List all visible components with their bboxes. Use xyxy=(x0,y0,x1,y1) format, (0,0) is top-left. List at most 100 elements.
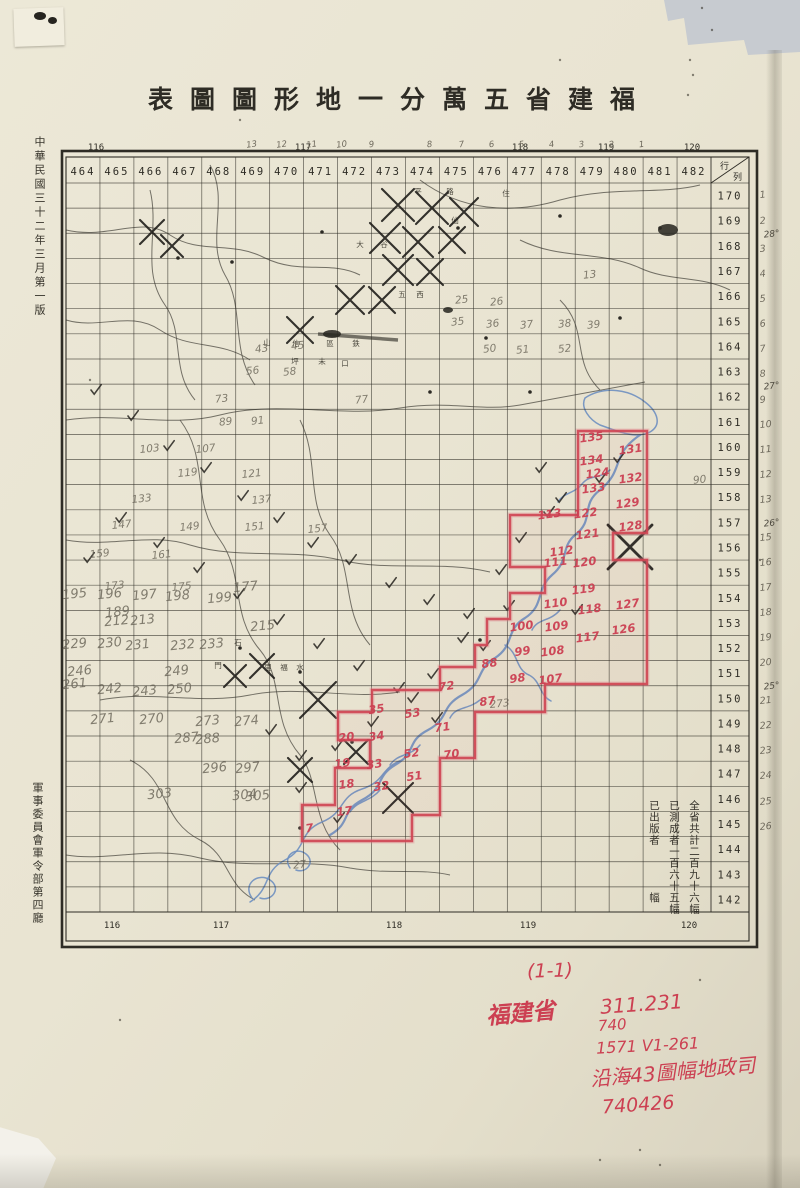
svg-text:谷: 谷 xyxy=(380,240,388,249)
svg-text:133: 133 xyxy=(131,492,152,506)
svg-text:132: 132 xyxy=(618,469,644,486)
svg-text:482: 482 xyxy=(682,166,707,178)
svg-text:471: 471 xyxy=(308,166,333,178)
svg-text:17: 17 xyxy=(759,582,772,594)
svg-text:168: 168 xyxy=(718,241,743,253)
svg-text:233: 233 xyxy=(199,636,225,654)
svg-text:137: 137 xyxy=(251,493,273,507)
svg-text:口: 口 xyxy=(341,359,349,368)
svg-text:西: 西 xyxy=(416,290,424,299)
svg-text:303: 303 xyxy=(147,786,173,804)
svg-text:175: 175 xyxy=(171,580,193,594)
svg-text:134: 134 xyxy=(579,451,605,468)
svg-text:117: 117 xyxy=(213,921,229,931)
svg-text:20: 20 xyxy=(338,729,356,745)
svg-text:287: 287 xyxy=(174,730,201,748)
svg-text:77: 77 xyxy=(354,393,369,406)
svg-text:43: 43 xyxy=(254,342,269,355)
svg-text:288: 288 xyxy=(195,731,221,749)
svg-text:35: 35 xyxy=(368,701,386,717)
svg-text:153: 153 xyxy=(718,618,743,630)
svg-text:7: 7 xyxy=(759,343,766,355)
svg-text:28°: 28° xyxy=(763,229,780,241)
svg-text:12: 12 xyxy=(759,469,772,481)
svg-text:154: 154 xyxy=(718,593,743,605)
svg-text:坪: 坪 xyxy=(291,357,299,366)
edition-note: 中華民國三十二年三月第一版 xyxy=(33,136,45,318)
svg-text:未: 未 xyxy=(318,356,326,366)
svg-text:468: 468 xyxy=(206,166,231,178)
svg-text:38: 38 xyxy=(557,317,572,330)
svg-text:19: 19 xyxy=(334,755,352,771)
svg-text:50: 50 xyxy=(482,342,497,355)
svg-text:26°: 26° xyxy=(763,518,780,530)
svg-text:149: 149 xyxy=(179,520,201,534)
svg-text:472: 472 xyxy=(342,166,367,178)
stat-surveyed-sheets: 已測成者一百六十五幅 xyxy=(668,800,679,915)
svg-text:6: 6 xyxy=(759,318,766,330)
svg-text:121: 121 xyxy=(241,467,262,481)
svg-text:23: 23 xyxy=(759,745,772,757)
svg-text:12: 12 xyxy=(276,139,288,150)
svg-text:路: 路 xyxy=(446,186,454,196)
svg-text:113: 113 xyxy=(537,505,563,522)
svg-text:108: 108 xyxy=(540,642,566,659)
svg-text:2: 2 xyxy=(608,140,615,151)
svg-text:157: 157 xyxy=(307,522,329,536)
svg-text:16: 16 xyxy=(759,557,772,569)
svg-text:215: 215 xyxy=(250,618,276,636)
svg-text:平: 平 xyxy=(414,187,422,196)
svg-text:243: 243 xyxy=(132,683,158,701)
svg-text:470: 470 xyxy=(274,166,299,178)
svg-text:474: 474 xyxy=(410,166,435,178)
svg-text:213: 213 xyxy=(130,612,156,630)
svg-text:142: 142 xyxy=(718,894,743,906)
svg-text:159: 159 xyxy=(89,547,111,561)
svg-text:39: 39 xyxy=(586,318,601,331)
svg-text:36: 36 xyxy=(485,317,500,330)
svg-text:8: 8 xyxy=(426,140,433,151)
svg-text:124: 124 xyxy=(585,464,611,481)
svg-text:162: 162 xyxy=(718,392,743,404)
svg-text:區: 區 xyxy=(326,339,334,348)
svg-text:480: 480 xyxy=(614,166,639,178)
svg-text:8: 8 xyxy=(759,368,766,380)
svg-text:107: 107 xyxy=(195,442,217,456)
svg-text:98: 98 xyxy=(509,670,527,686)
svg-text:4: 4 xyxy=(548,140,555,151)
svg-text:100: 100 xyxy=(509,617,535,634)
stat-published-sheets: 已出版者 幅 xyxy=(648,800,659,904)
svg-text:91: 91 xyxy=(250,414,265,427)
svg-text:274: 274 xyxy=(234,713,260,731)
svg-text:122: 122 xyxy=(573,504,599,521)
svg-text:147: 147 xyxy=(718,769,743,781)
svg-text:271: 271 xyxy=(90,711,116,729)
svg-text:118: 118 xyxy=(512,143,528,153)
check-marks xyxy=(83,383,625,824)
corner-row-col-cell: 行列 xyxy=(710,156,750,184)
svg-text:476: 476 xyxy=(478,166,503,178)
svg-text:21: 21 xyxy=(759,695,772,707)
svg-text:165: 165 xyxy=(718,316,743,328)
svg-text:103: 103 xyxy=(139,442,160,456)
svg-text:163: 163 xyxy=(718,367,743,379)
svg-text:11: 11 xyxy=(759,444,772,456)
svg-text:296: 296 xyxy=(202,760,228,778)
speckles xyxy=(88,6,762,1167)
row-headers: 170 169 168 167 166 165 164 163 162 161 160 159 158 1… xyxy=(718,191,743,907)
svg-text:117: 117 xyxy=(295,143,311,153)
svg-text:10: 10 xyxy=(759,419,772,431)
svg-text:51: 51 xyxy=(406,768,424,784)
svg-text:107: 107 xyxy=(538,670,564,687)
svg-text:25: 25 xyxy=(454,293,469,306)
svg-text:3: 3 xyxy=(578,140,585,151)
svg-text:151: 151 xyxy=(718,668,743,680)
svg-text:11: 11 xyxy=(306,139,318,150)
svg-text:464: 464 xyxy=(70,166,95,178)
svg-text:20: 20 xyxy=(759,657,772,669)
svg-text:159: 159 xyxy=(718,467,743,479)
svg-text:90: 90 xyxy=(692,473,707,486)
svg-text:167: 167 xyxy=(718,266,743,278)
svg-text:53: 53 xyxy=(404,705,422,721)
